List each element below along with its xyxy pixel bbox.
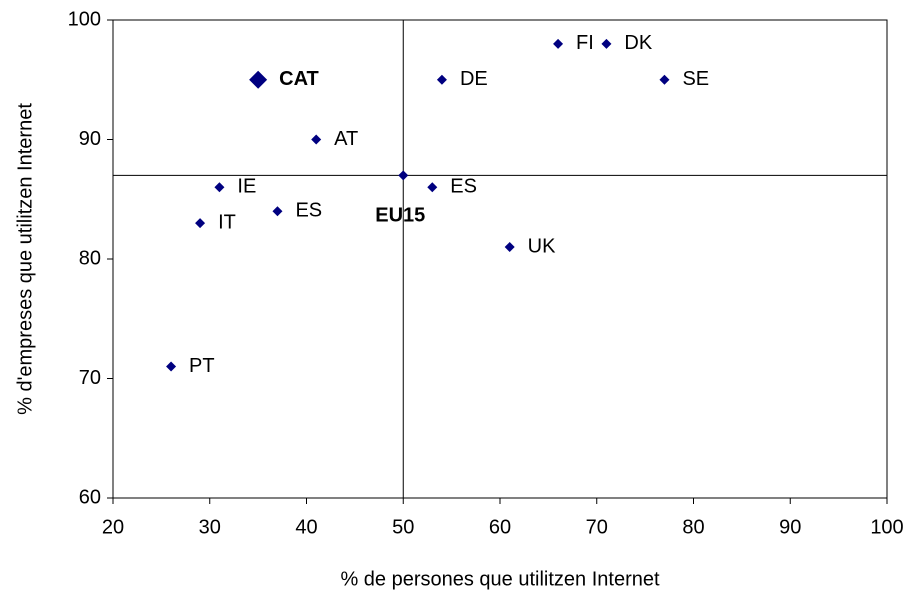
y-tick-label: 80 <box>79 247 101 269</box>
point-label: ES <box>295 199 322 221</box>
y-tick-label: 60 <box>79 486 101 508</box>
x-tick-label: 70 <box>586 516 608 538</box>
point <box>214 182 225 193</box>
y-axis-title: % d'empreses que utilitzen Internet <box>14 103 36 415</box>
plot-frame <box>112 19 888 499</box>
point-label: FI <box>576 32 594 54</box>
y-tick-label: 100 <box>68 8 101 30</box>
point <box>659 74 670 85</box>
point <box>272 206 283 217</box>
y-tick-label: 70 <box>79 367 101 389</box>
point <box>427 182 438 193</box>
x-tick-label: 40 <box>295 516 317 538</box>
point-label: IT <box>218 211 236 233</box>
point <box>504 242 515 253</box>
x-tick-label: 20 <box>102 516 124 538</box>
y-tick-label: 90 <box>79 128 101 150</box>
point <box>436 74 447 85</box>
point-label: DK <box>624 32 652 54</box>
point-label: ES <box>450 176 477 198</box>
x-tick-label: 50 <box>392 516 414 538</box>
point <box>398 170 409 181</box>
point-label: DE <box>460 68 488 90</box>
x-tick-label: 90 <box>779 516 801 538</box>
point-label: EU15 <box>375 205 425 227</box>
point-label: IE <box>237 176 256 198</box>
x-tick-label: 100 <box>870 516 903 538</box>
point <box>166 361 177 372</box>
point-label: SE <box>682 68 709 90</box>
x-tick-label: 80 <box>682 516 704 538</box>
point-label: UK <box>528 235 556 257</box>
point <box>601 38 612 49</box>
point-label: AT <box>334 128 358 150</box>
point-label: CAT <box>279 68 319 90</box>
x-tick-label: 60 <box>489 516 511 538</box>
x-axis-title: % de persones que utilitzen Internet <box>340 568 660 590</box>
point <box>311 134 322 145</box>
point-label: PT <box>189 355 215 377</box>
point <box>195 218 206 229</box>
point <box>249 70 268 89</box>
point <box>553 38 564 49</box>
x-tick-label: 30 <box>199 516 221 538</box>
